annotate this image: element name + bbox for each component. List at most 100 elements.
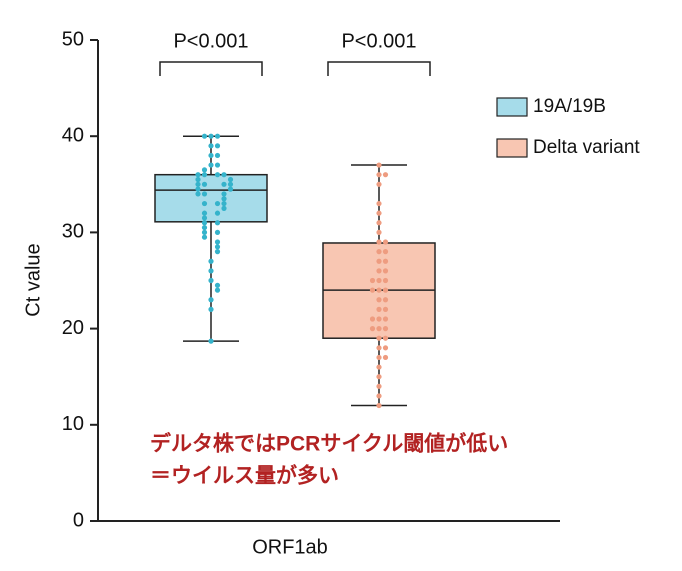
x-tick-label: ORF1ab	[252, 536, 328, 558]
data-point	[214, 220, 221, 226]
data-point	[221, 200, 227, 207]
data-point	[208, 338, 214, 344]
data-point	[376, 210, 382, 216]
bracket	[159, 61, 263, 76]
data-point	[201, 181, 208, 187]
data-point	[227, 181, 234, 187]
data-point	[221, 205, 227, 211]
data-point	[201, 210, 208, 216]
data-point	[221, 172, 227, 178]
data-point	[208, 152, 214, 159]
data-point	[376, 374, 382, 380]
data-point	[382, 277, 389, 284]
data-point	[214, 287, 221, 293]
data-point	[208, 162, 214, 168]
data-point	[376, 297, 382, 303]
data-point	[214, 152, 221, 159]
data-point	[382, 354, 389, 361]
data-point	[376, 354, 382, 361]
data-point	[195, 181, 201, 187]
data-point	[382, 345, 389, 351]
legend-swatch	[496, 138, 528, 158]
data-point	[201, 224, 208, 231]
y-tick-label: 50	[62, 28, 84, 50]
data-point	[382, 268, 389, 274]
data-point	[208, 143, 214, 149]
data-point	[214, 282, 221, 288]
data-point	[369, 316, 376, 322]
data-point	[201, 172, 208, 178]
data-point	[208, 277, 214, 284]
data-point	[195, 172, 201, 178]
data-point	[201, 167, 208, 173]
box	[154, 173, 268, 223]
data-point	[214, 143, 221, 149]
data-point	[214, 244, 221, 250]
legend-label: 19A/19B	[533, 96, 606, 117]
data-point	[201, 229, 208, 235]
y-tick-label: 10	[62, 413, 84, 435]
data-point	[376, 402, 382, 409]
data-point	[227, 186, 234, 192]
data-point	[376, 268, 382, 274]
data-point	[382, 297, 389, 303]
data-point	[208, 133, 214, 139]
data-point	[376, 277, 382, 284]
data-point	[376, 316, 382, 322]
data-point	[376, 287, 382, 293]
data-point	[369, 287, 376, 293]
data-point	[382, 335, 389, 341]
data-point	[376, 335, 382, 341]
data-point	[221, 191, 227, 197]
data-point	[214, 210, 221, 216]
data-point	[201, 215, 208, 221]
data-point	[382, 249, 389, 255]
data-point	[376, 229, 382, 235]
data-point	[382, 239, 389, 245]
data-point	[214, 249, 221, 255]
data-point	[382, 258, 389, 264]
data-point	[214, 239, 221, 245]
data-point	[201, 200, 208, 207]
data-point	[201, 234, 208, 240]
data-point	[376, 220, 382, 226]
data-point	[195, 176, 201, 183]
data-point	[201, 133, 208, 139]
y-tick-label: 40	[62, 124, 84, 146]
data-point	[382, 316, 389, 322]
data-point	[214, 133, 221, 139]
data-point	[208, 258, 214, 264]
data-point	[382, 326, 389, 332]
data-point	[195, 191, 201, 197]
data-point	[221, 196, 227, 202]
y-tick-label: 20	[62, 317, 84, 339]
bracket	[327, 61, 431, 76]
data-point	[369, 326, 376, 332]
data-point	[376, 306, 382, 312]
data-point	[214, 162, 221, 168]
data-point	[214, 200, 221, 207]
data-point	[376, 239, 382, 245]
data-point	[214, 229, 221, 235]
data-point	[201, 191, 208, 197]
data-point	[376, 364, 382, 370]
data-point	[376, 345, 382, 351]
data-point	[195, 186, 201, 192]
data-point	[376, 393, 382, 399]
y-tick-label: 0	[73, 509, 84, 531]
annotation: デルタ株ではPCRサイクル閾値が低い	[150, 432, 508, 456]
data-point	[227, 176, 234, 183]
data-point	[201, 220, 208, 226]
data-point	[376, 326, 382, 332]
data-point	[369, 277, 376, 284]
data-point	[376, 258, 382, 264]
data-point	[376, 200, 382, 207]
p-value: P<0.001	[173, 30, 248, 52]
p-value: P<0.001	[341, 30, 416, 52]
data-point	[376, 162, 382, 168]
data-point	[208, 268, 214, 274]
data-point	[214, 172, 221, 178]
legend-swatch	[496, 97, 528, 117]
legend-label: Delta variant	[533, 137, 640, 158]
